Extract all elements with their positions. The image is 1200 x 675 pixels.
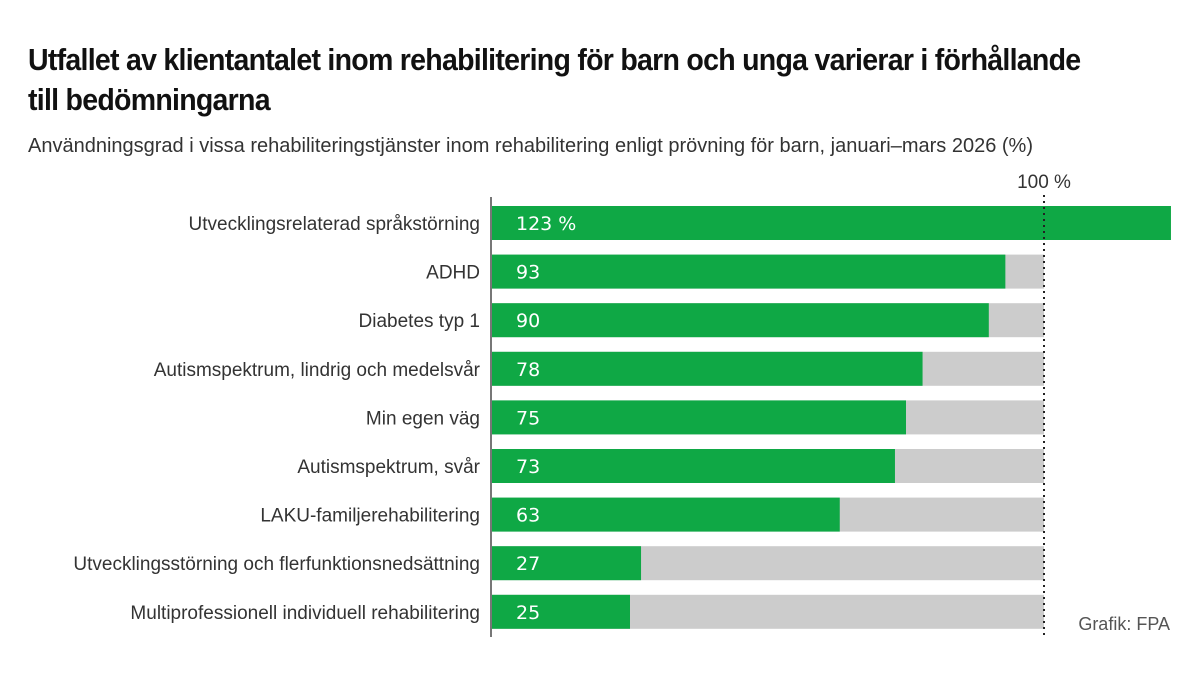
reference-line-label: 100 % <box>1017 172 1071 193</box>
category-label: Autismspektrum, svår <box>297 457 480 478</box>
bar-value-label: 27 <box>516 553 540 575</box>
bar <box>492 449 895 483</box>
chart-subtitle: Användningsgrad i vissa rehabiliteringst… <box>28 135 1033 157</box>
bar-value-label: 78 <box>516 359 540 381</box>
category-label: Utvecklingsrelaterad språkstörning <box>189 214 480 235</box>
bar-value-label: 90 <box>516 310 540 332</box>
bar-value-label: 73 <box>516 456 540 478</box>
bar <box>492 546 642 581</box>
bar-value-label: 63 <box>516 505 540 527</box>
bar <box>492 351 923 386</box>
bar-value-label: 25 <box>516 602 540 624</box>
bar <box>492 303 989 338</box>
category-label: Diabetes typ 1 <box>359 311 480 332</box>
category-label: Multiprofessionell individuell rehabilit… <box>130 603 480 624</box>
category-label: LAKU-familjerehabilitering <box>260 506 480 527</box>
category-label: Min egen väg <box>366 408 480 429</box>
category-label: ADHD <box>426 263 480 284</box>
chart-title: Utfallet av klientantalet inom rehabilit… <box>28 42 1081 117</box>
credit: Grafik: FPA <box>1078 614 1170 634</box>
bar-value-label: 123 % <box>516 213 576 235</box>
bar-value-label: 75 <box>516 407 540 429</box>
bar-value-label: 93 <box>516 262 540 284</box>
bar <box>492 254 1006 289</box>
bar <box>492 497 840 532</box>
bar <box>492 594 630 629</box>
category-label: Utvecklingsstörning och flerfunktionsned… <box>73 554 480 575</box>
category-label: Autismspektrum, lindrig och medelsvår <box>154 360 481 381</box>
bar <box>492 206 1171 240</box>
bar <box>492 400 906 435</box>
